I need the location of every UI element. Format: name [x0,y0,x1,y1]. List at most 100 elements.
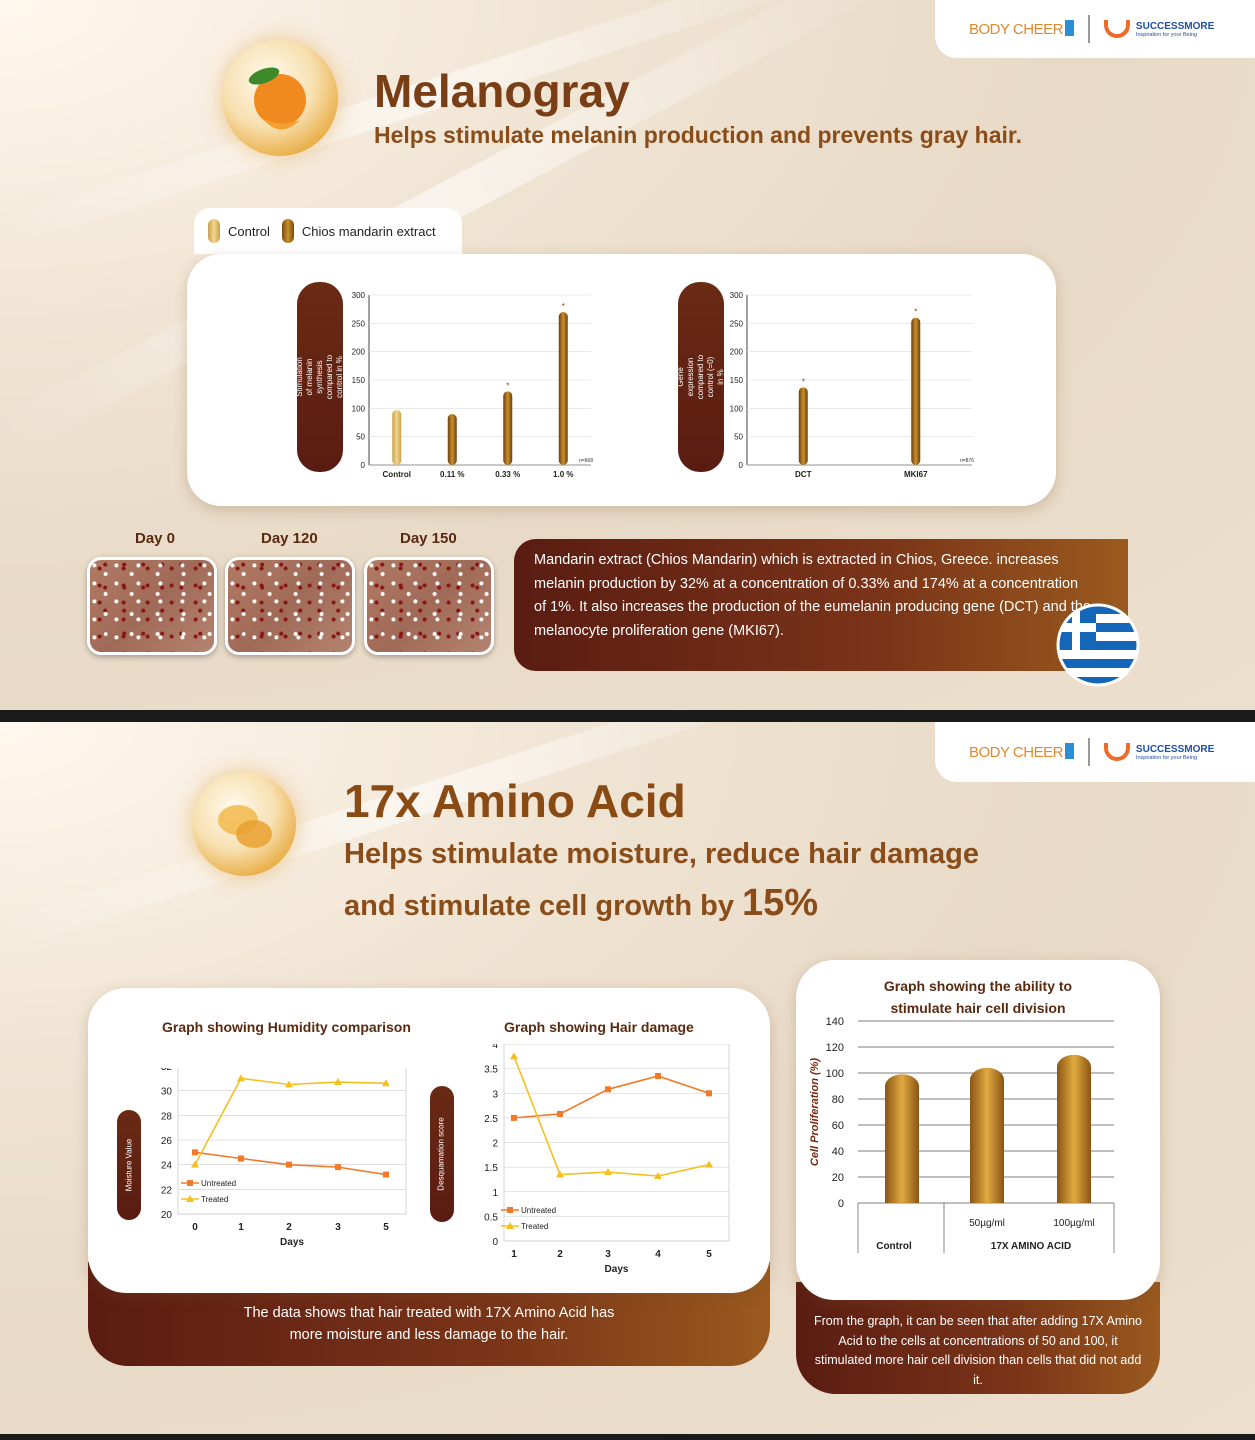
data-point [706,1090,712,1097]
humidity-chart-title: Graph showing Humidity comparison [162,1019,411,1035]
successmore-icon [1103,743,1130,761]
greek-flag-icon [1056,603,1140,687]
y-tick-label: 100 [730,404,744,413]
x-tick-label: 0.33 % [495,470,520,479]
body-cheer-logo: BODY CHEER [969,20,1074,38]
x-tick-label: 50µg/ml [969,1218,1005,1229]
legend-marker [186,1195,194,1202]
data-point [237,1074,245,1082]
data-point [335,1164,341,1171]
y-tick-label: 26 [161,1136,173,1147]
successmore-logo: SUCCESSMORE Inspiration for your Being [1103,20,1215,38]
day-label: Day 120 [261,530,318,547]
y-tick-label: 300 [730,291,744,300]
x-tick-label: 1 [238,1222,244,1233]
y-tick-label: 100 [352,404,366,413]
x-tick-label: 5 [706,1249,712,1260]
data-point [557,1110,563,1117]
plot-frame [177,1068,407,1215]
data-point [238,1155,244,1162]
legend-label: Treated [521,1222,548,1231]
legend-label-control: Control [228,223,270,239]
legend-label-extract: Chios mandarin extract [301,223,436,239]
y-tick-label: 2 [492,1139,498,1150]
data-point [655,1073,661,1080]
x-tick-label: 2 [286,1222,292,1233]
y-tick-label: 0.5 [484,1212,498,1223]
x-tick-label: Control [876,1241,912,1252]
divider [1087,738,1090,766]
left-note-text: The data shows that hair treated with 17… [243,1305,615,1343]
y-tick-label: 250 [730,319,744,328]
y-tick-label: 0 [838,1198,844,1210]
data-point [286,1161,292,1168]
right-note-box: From the graph, it can be seen that afte… [796,1282,1160,1394]
successmore-logo: SUCCESSMORE Inspiration for your Being [1103,743,1214,761]
y-tick-label: 1.5 [484,1163,498,1174]
description-text: Mandarin extract (Chios Mandarin) which … [534,552,1091,639]
data-point [382,1079,390,1087]
y-tick-label: 80 [832,1094,844,1106]
x-group-label: 17X AMINO ACID [991,1241,1071,1252]
brand-header: BODY CHEER SUCCESSMORE Inspiration for yo… [935,0,1255,58]
x-tick-label: 100µg/ml [1053,1218,1094,1229]
data-point [383,1171,389,1178]
y-tick-label: 2.5 [484,1114,498,1125]
y-tick-label: 30 [161,1087,173,1098]
mandarin-orb-icon [222,40,338,156]
x-tick-label: DCT [795,470,812,479]
y-tick-label: 40 [832,1146,844,1158]
melanin-bar-chart: 0 50 100 150 200 250 300 Control 0.11 % * 0.33 % * 1… [352,291,594,479]
y-tick-label: 28 [161,1111,173,1122]
y-tick-label: 32 [161,1068,173,1073]
data-point [705,1160,713,1168]
bar [911,317,921,465]
legend-marker [506,1222,514,1229]
melanogray-panel: BODY CHEER SUCCESSMORE Inspiration for yo… [0,0,1255,710]
legend-marker [187,1180,193,1186]
y-tick-label: 20 [161,1210,173,1221]
y-tick-label: 1 [492,1188,498,1199]
y-tick-label: 200 [730,348,744,357]
x-tick-label: 0 [192,1222,198,1233]
day-label: Day 0 [135,530,176,547]
bar-body [970,1081,1004,1203]
data-point [511,1114,517,1121]
x-tick-label: 1.0 % [553,470,573,479]
legend-label: Untreated [201,1179,236,1188]
x-tick-label: 0.11 % [440,470,464,479]
humidity-damage-card: Graph showing Humidity comparison Graph … [88,988,770,1293]
data-point [192,1149,198,1156]
body-cheer-logo: BODY CHEER [969,743,1074,761]
successmore-name: SUCCESSMORE [1135,20,1215,32]
y-tick-label: 20 [832,1172,844,1184]
successmore-icon [1103,20,1130,38]
cell-division-card: Graph showing the ability to stimulate ha… [796,960,1160,1300]
y-tick-label: 0 [361,461,366,470]
legend-label: Treated [201,1195,228,1204]
bar [798,387,808,465]
y-tick-label: 3.5 [484,1065,498,1076]
successmore-tagline: Inspiration for your Being [1135,754,1198,761]
y-tick-label: 50 [734,433,743,442]
x-tick-label: 1 [511,1249,517,1260]
damage-chart-title: Graph showing Hair damage [504,1019,694,1035]
significance-mark: * [506,381,509,390]
melanin-charts-card: Stimulation of melanin synthesis compare… [187,254,1056,506]
significance-mark: * [802,377,805,386]
successmore-tagline: Inspiration for your Being [1135,31,1198,38]
y-tick-label: 300 [352,291,366,300]
data-point [605,1086,611,1093]
y-tick-label: 200 [352,348,366,357]
cell-chart-title: Graph showing the ability to stimulate ha… [883,978,1073,1016]
y-tick-label: 3 [492,1089,498,1100]
y-tick-label: 50 [356,433,365,442]
amino-capsule-orb-icon [192,772,296,876]
data-point [191,1160,199,1168]
page-title: Melanogray [374,65,630,117]
y-tick-label: 0 [739,461,744,470]
bar-body [885,1088,919,1203]
x-tick-label: Control [383,470,411,479]
y-tick-label: 140 [826,1016,844,1028]
humidity-line-chart: 20 22 24 26 28 30 32 0 1 2 3 5 Days Untreated Treated [161,1068,407,1248]
